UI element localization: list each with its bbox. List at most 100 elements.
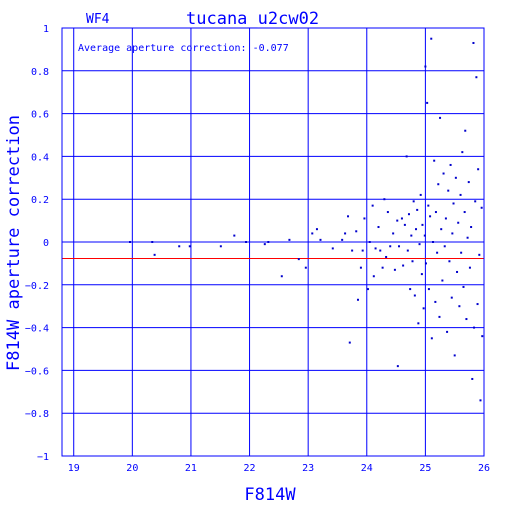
x-tick-label: 20 (126, 463, 138, 474)
plot-frame (61, 27, 485, 457)
data-point (453, 354, 456, 357)
y-tick-label: 0.2 (31, 195, 49, 206)
data-point (319, 238, 322, 241)
x-tick-label: 19 (68, 463, 80, 474)
data-point (474, 200, 477, 203)
data-point (417, 322, 420, 325)
data-point (356, 298, 359, 301)
data-point (456, 270, 459, 273)
data-point (396, 365, 399, 368)
data-point (347, 215, 350, 218)
data-point (437, 183, 440, 186)
data-point (412, 200, 415, 203)
data-point (398, 245, 401, 248)
x-tick-label: 26 (478, 463, 490, 474)
y-tick-label: 0 (43, 238, 49, 249)
data-point (450, 296, 453, 299)
data-point (423, 234, 426, 237)
data-point (462, 285, 465, 288)
data-point (153, 253, 156, 256)
data-point (466, 236, 469, 239)
y-tick-label: 0.4 (31, 152, 49, 163)
data-point (467, 181, 470, 184)
data-point (439, 116, 442, 119)
data-point (383, 198, 386, 201)
data-point (393, 268, 396, 271)
data-point (363, 217, 366, 220)
data-point (331, 247, 334, 250)
data-point (280, 275, 283, 278)
y-tick-label: 1 (43, 24, 49, 35)
data-point (348, 341, 351, 344)
data-point (458, 305, 461, 308)
chip-label: WF4 (86, 12, 110, 27)
data-point (460, 251, 463, 254)
data-point (430, 337, 433, 340)
data-point (355, 230, 358, 233)
data-point (410, 234, 413, 237)
x-tick-label: 24 (361, 463, 373, 474)
data-point (438, 315, 441, 318)
data-point (421, 223, 424, 226)
data-point (411, 260, 414, 263)
data-point (470, 226, 473, 229)
data-point (465, 318, 468, 321)
x-axis-label: F814W (244, 485, 296, 505)
data-point (471, 377, 474, 380)
data-point (245, 241, 248, 243)
data-point (267, 241, 270, 243)
data-point (461, 151, 464, 154)
data-point (451, 232, 454, 235)
data-point (178, 245, 181, 248)
data-point (311, 232, 314, 235)
x-tick-label: 23 (302, 463, 314, 474)
data-point (422, 307, 425, 310)
data-point (341, 238, 344, 241)
data-point (403, 223, 406, 226)
data-point (475, 76, 478, 79)
data-point (444, 217, 447, 220)
data-point (420, 273, 423, 276)
average-annotation: Average aperture correction: -0.077 (78, 43, 289, 54)
data-point (454, 176, 457, 179)
x-tick-label: 21 (185, 463, 197, 474)
data-point (385, 255, 388, 258)
data-point (481, 335, 484, 338)
x-tick-label: 25 (419, 463, 431, 474)
data-point (366, 288, 369, 291)
data-point (351, 249, 354, 252)
data-point (447, 189, 450, 192)
data-point (288, 238, 291, 241)
y-tick-label: −0.6 (25, 366, 49, 377)
data-point (407, 213, 410, 216)
data-point (433, 159, 436, 162)
data-point (405, 155, 408, 158)
data-point (315, 228, 318, 231)
data-point (188, 245, 191, 248)
data-point (361, 249, 364, 252)
data-point (413, 294, 416, 297)
data-point (128, 241, 131, 243)
y-tick-label: 0.8 (31, 67, 49, 78)
data-point (424, 262, 427, 265)
data-point (219, 245, 222, 248)
y-tick-label: −0.2 (25, 281, 49, 292)
y-axis-label: F814W aperture correction (4, 115, 24, 371)
y-tick-label: −0.4 (25, 324, 49, 335)
data-point (400, 217, 403, 220)
data-point (151, 241, 154, 243)
data-point (402, 264, 405, 267)
data-point (415, 228, 418, 231)
data-point (446, 330, 449, 333)
data-point (409, 288, 412, 291)
data-point (441, 279, 444, 282)
data-point (304, 266, 307, 269)
data-point (464, 129, 467, 132)
data-point (416, 208, 419, 211)
data-point (344, 232, 347, 235)
tick-labels: 19 20 21 22 23 24 25 26 −1 −0.8 −0.6 −0.4 −0.2 0 0.2 0.… (25, 24, 490, 474)
data-point (473, 326, 476, 329)
data-points (128, 37, 484, 402)
data-point (426, 101, 429, 104)
